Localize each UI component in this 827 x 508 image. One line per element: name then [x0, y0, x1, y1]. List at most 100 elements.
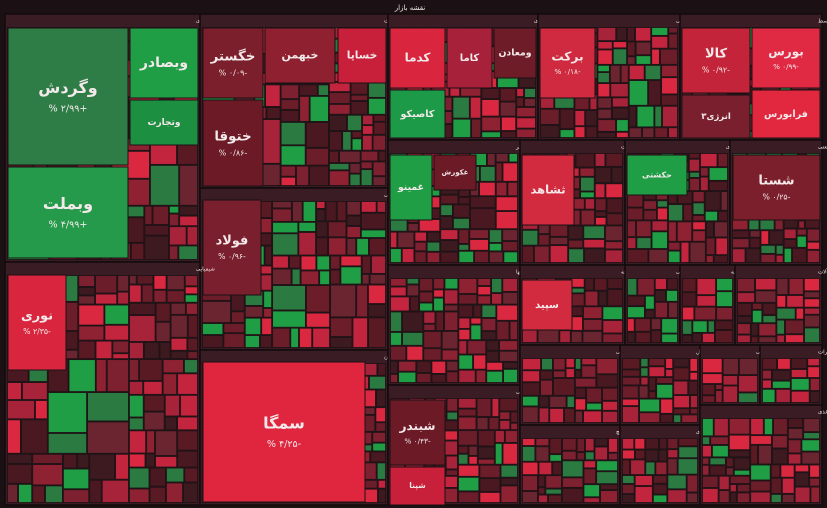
tile-filler: [259, 265, 273, 275]
tile-filler: [155, 302, 171, 322]
tile-filler: [678, 438, 698, 447]
tile-filler: [733, 457, 751, 470]
tile-filler: [562, 487, 584, 503]
tile-filler: [491, 278, 503, 293]
tile-filler: [477, 430, 495, 447]
tile-filler: [692, 320, 708, 333]
tile-filler: [179, 164, 198, 206]
tile-filler: [143, 381, 163, 395]
tile-filler: [762, 358, 778, 370]
tile: [389, 89, 446, 139]
tile-filler: [803, 278, 820, 292]
tile-filler: [166, 482, 183, 503]
tile-filler: [661, 64, 678, 78]
tile-filler: [280, 165, 296, 177]
tile-name: شستا: [758, 174, 794, 189]
tile: [681, 94, 751, 139]
tile-filler: [522, 475, 538, 491]
tile-filler: [668, 127, 678, 138]
tile-filler: [316, 221, 328, 238]
tile-filler: [652, 483, 668, 495]
tile-filler: [545, 475, 562, 489]
tile-filler: [117, 291, 129, 305]
tile-filler: [673, 395, 690, 409]
tile-filler: [299, 95, 310, 122]
tile-filler: [184, 359, 198, 374]
tile-filler: [594, 153, 606, 167]
tile-filler: [745, 248, 761, 263]
tile-filler: [522, 438, 536, 446]
tile-filler: [769, 230, 784, 245]
tile-filler: [692, 191, 705, 203]
tile-filler: [611, 107, 629, 120]
tile-filler: [364, 462, 377, 480]
tile-filler: [95, 275, 118, 294]
tile-filler: [736, 492, 751, 503]
tile-filler: [622, 385, 639, 399]
tile-filler: [368, 81, 386, 98]
tile-filler: [328, 237, 347, 256]
tile-name: سپید: [535, 300, 559, 311]
tile-filler: [654, 301, 668, 319]
tile-filler: [667, 449, 679, 459]
tile-filler: [714, 221, 728, 238]
tile-filler: [202, 335, 224, 348]
tile-filler: [187, 351, 198, 360]
tile-filler: [597, 108, 612, 120]
tile-filler: [349, 173, 361, 186]
tile-filler: [360, 229, 386, 238]
tile-filler: [129, 342, 144, 360]
tile: [389, 154, 433, 221]
tile-filler: [549, 454, 562, 462]
tile-filler: [443, 304, 459, 312]
tile-name: خساپا: [347, 49, 378, 62]
tile-filler: [524, 98, 536, 107]
tile: [521, 279, 573, 331]
tile-filler: [499, 101, 517, 117]
tile-filler: [329, 163, 350, 171]
tile-filler: [705, 221, 714, 238]
tile-filler: [538, 395, 550, 408]
tile-filler: [402, 311, 424, 332]
tile-name: فولاد: [216, 234, 249, 249]
tile-filler: [737, 315, 752, 324]
tile-filler: [445, 455, 458, 470]
tile: [389, 27, 446, 89]
tile-filler: [580, 176, 595, 192]
tile-filler: [362, 134, 373, 151]
tile-filler: [95, 359, 107, 392]
tile-filler: [678, 446, 698, 459]
tile-filler: [607, 289, 623, 307]
tile-filler: [360, 169, 373, 186]
tile-filler: [280, 145, 306, 166]
tile-filler: [738, 375, 758, 393]
tile-filler: [725, 467, 734, 476]
tile-filler: [481, 116, 501, 132]
tile-filler: [762, 369, 772, 380]
tile-filler: [477, 278, 491, 286]
tile-filler: [661, 318, 678, 334]
tile-filler: [628, 64, 645, 80]
tile-filler: [263, 308, 273, 318]
tile-filler: [809, 477, 820, 487]
tile-filler: [166, 275, 185, 291]
tile-filler: [584, 278, 594, 291]
tile-filler: [661, 77, 678, 95]
map-title: نقشه بازار: [394, 4, 426, 12]
tile-filler: [316, 255, 330, 271]
tile-change: -۴/۲۵ %: [267, 439, 301, 450]
tile-filler: [486, 340, 499, 351]
tile-filler: [280, 109, 300, 122]
tile-filler: [652, 475, 668, 484]
tile-change: -۲/۳۵ %: [23, 327, 51, 336]
tile-filler: [655, 461, 668, 475]
tile-filler: [682, 334, 693, 343]
tile-filler: [718, 475, 730, 490]
tile-filler: [616, 27, 628, 42]
tile-filler: [665, 369, 674, 378]
tile-filler: [652, 494, 668, 503]
tile-filler: [89, 453, 115, 480]
tile-filler: [659, 438, 668, 450]
tile-filler: [810, 486, 820, 503]
